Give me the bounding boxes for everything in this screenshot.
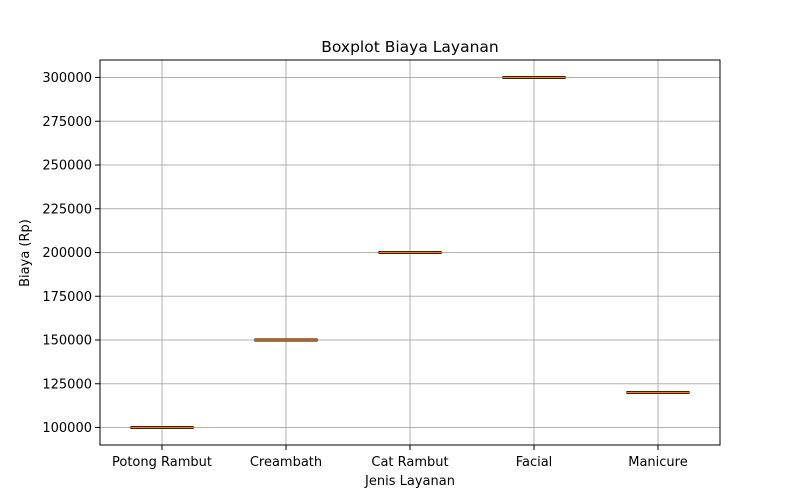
x-tick-label: Potong Rambut bbox=[112, 455, 212, 470]
y-axis: 100000 125000 150000 175000 200000 225000 2500… bbox=[42, 71, 100, 436]
y-tick-label: 300000 bbox=[42, 71, 92, 86]
y-tick-label: 200000 bbox=[42, 246, 92, 261]
boxes-layer bbox=[130, 76, 690, 429]
y-axis-label: Biaya (Rp) bbox=[18, 219, 33, 287]
y-tick-label: 275000 bbox=[42, 115, 92, 130]
y-tick-label: 225000 bbox=[42, 202, 92, 217]
y-tick-label: 150000 bbox=[42, 334, 92, 349]
x-tick-label: Creambath bbox=[250, 455, 322, 470]
y-tick-label: 250000 bbox=[42, 159, 92, 174]
y-tick-label: 175000 bbox=[42, 290, 92, 305]
x-tick-label: Cat Rambut bbox=[371, 455, 448, 470]
x-axis: Potong Rambut Creambath Cat Rambut Facial Ma… bbox=[112, 445, 688, 470]
chart-title: Boxplot Biaya Layanan bbox=[321, 38, 498, 56]
y-tick-label: 100000 bbox=[42, 421, 92, 436]
x-axis-label: Jenis Layanan bbox=[364, 474, 455, 489]
x-tick-label: Manicure bbox=[628, 455, 687, 470]
y-tick-label: 125000 bbox=[42, 377, 92, 392]
x-tick-label: Facial bbox=[516, 455, 553, 470]
